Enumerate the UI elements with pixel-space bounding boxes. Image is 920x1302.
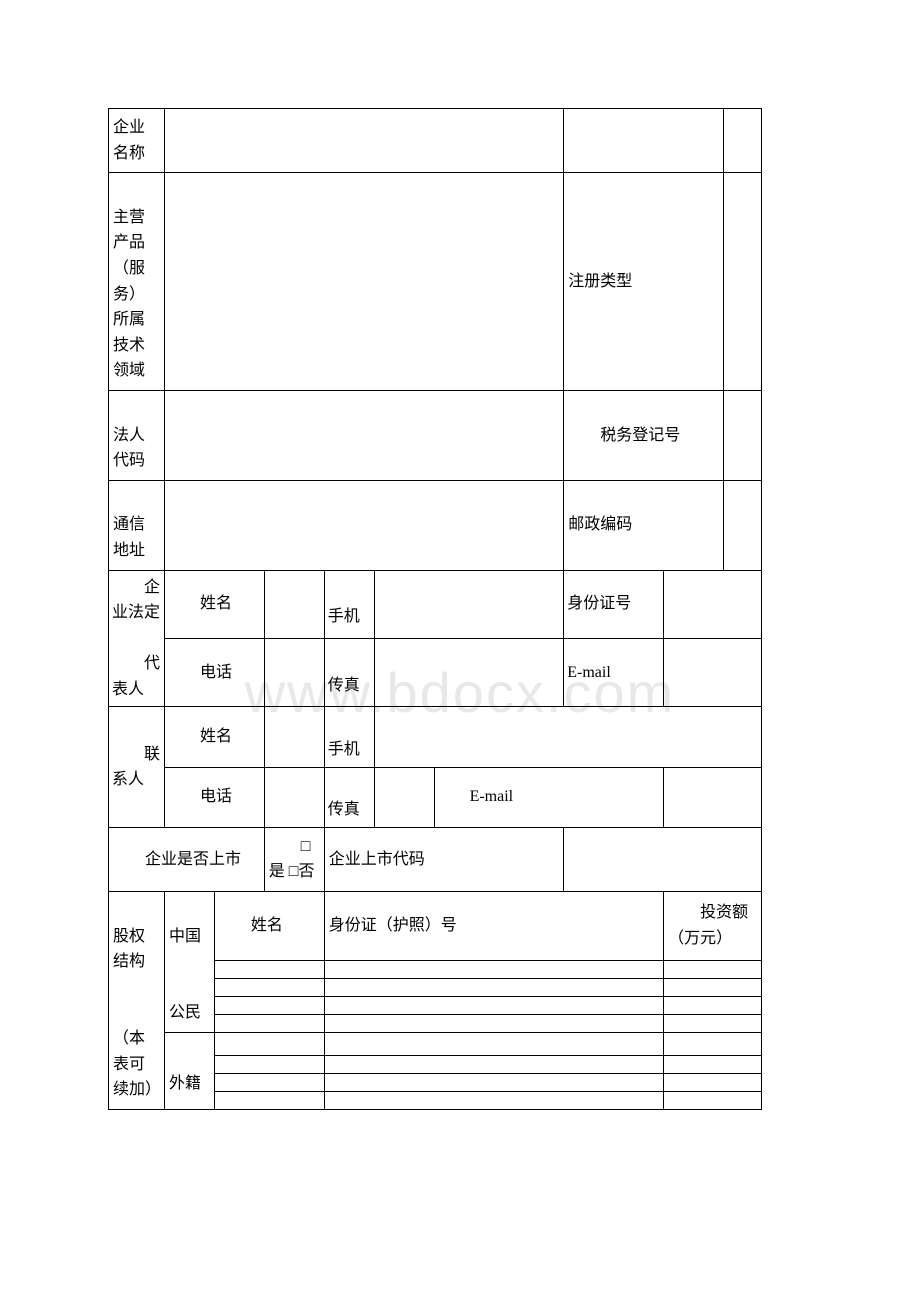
field-cn-invest-3[interactable]	[664, 997, 762, 1015]
blank-cell	[723, 109, 761, 173]
field-fr-invest-2[interactable]	[664, 1055, 762, 1073]
field-contact-mobile[interactable]	[374, 707, 761, 767]
label-foreign: 外籍	[164, 1033, 214, 1110]
blank-cell	[564, 109, 724, 173]
label-company-name: 企业名称	[109, 109, 165, 173]
enterprise-form-table: 企业名称 主营产品（服务）所属技术领域 注册类型 法人代码 税务登记号 通信地址…	[108, 108, 762, 1110]
label-equity-name: 姓名	[214, 892, 324, 961]
label-contact-email: E-mail	[434, 767, 664, 827]
field-legal-email[interactable]	[664, 638, 762, 706]
field-legal-mobile[interactable]	[374, 570, 564, 638]
field-contact-name[interactable]	[264, 707, 324, 767]
field-fr-id-1[interactable]	[324, 1033, 663, 1056]
field-fr-invest-4[interactable]	[664, 1091, 762, 1109]
field-cn-name-2[interactable]	[214, 979, 324, 997]
field-fr-invest-3[interactable]	[664, 1073, 762, 1091]
label-register-type: 注册类型	[564, 173, 724, 391]
field-register-type[interactable]	[723, 173, 761, 391]
label-legal-code: 法人代码	[109, 390, 165, 480]
label-postcode: 邮政编码	[564, 480, 724, 570]
field-listed-code[interactable]	[564, 827, 762, 891]
label-equity: 股权结构 （本表可续加）	[109, 892, 165, 1110]
field-fr-name-2[interactable]	[214, 1055, 324, 1073]
field-cn-invest-4[interactable]	[664, 1015, 762, 1033]
field-listed-yesno[interactable]: □是 □否	[264, 827, 324, 891]
label-contact-phone: 电话	[164, 767, 264, 827]
field-fr-name-1[interactable]	[214, 1033, 324, 1056]
field-fr-invest-1[interactable]	[664, 1033, 762, 1056]
field-fr-name-3[interactable]	[214, 1073, 324, 1091]
field-postcode[interactable]	[723, 480, 761, 570]
label-address: 通信地址	[109, 480, 165, 570]
label-contact-name: 姓名	[164, 707, 264, 767]
field-fr-id-4[interactable]	[324, 1091, 663, 1109]
field-fr-id-2[interactable]	[324, 1055, 663, 1073]
label-legal-rep: 企业法定 代表人	[109, 570, 165, 707]
field-cn-id-1[interactable]	[324, 961, 663, 979]
field-company-name[interactable]	[164, 109, 563, 173]
field-address[interactable]	[164, 480, 563, 570]
label-contact-mobile: 手机	[324, 707, 374, 767]
label-main-product: 主营产品（服务）所属技术领域	[109, 173, 165, 391]
field-cn-name-4[interactable]	[214, 1015, 324, 1033]
label-name: 姓名	[164, 570, 264, 638]
label-cn-citizen: 中国 公民	[164, 892, 214, 1033]
field-main-product[interactable]	[164, 173, 563, 391]
label-listed: 企业是否上市	[109, 827, 265, 891]
label-phone: 电话	[164, 638, 264, 706]
label-fax: 传真	[324, 638, 374, 706]
label-email: E-mail	[564, 638, 664, 706]
field-contact-email[interactable]	[664, 767, 762, 827]
label-id-no: 身份证号	[564, 570, 664, 638]
label-contact-fax: 传真	[324, 767, 374, 827]
field-legal-phone[interactable]	[264, 638, 324, 706]
field-fr-name-4[interactable]	[214, 1091, 324, 1109]
field-cn-id-4[interactable]	[324, 1015, 663, 1033]
field-cn-name-3[interactable]	[214, 997, 324, 1015]
label-mobile: 手机	[324, 570, 374, 638]
field-legal-id[interactable]	[664, 570, 762, 638]
field-cn-invest-2[interactable]	[664, 979, 762, 997]
label-listed-code: 企业上市代码	[324, 827, 564, 891]
field-cn-invest-1[interactable]	[664, 961, 762, 979]
field-legal-fax[interactable]	[374, 638, 564, 706]
field-cn-id-3[interactable]	[324, 997, 663, 1015]
label-id-passport: 身份证（护照）号	[324, 892, 663, 961]
label-contact: 联系人	[109, 707, 165, 827]
label-invest: 投资额 （万元）	[664, 892, 762, 961]
field-cn-name-1[interactable]	[214, 961, 324, 979]
field-legal-code[interactable]	[164, 390, 563, 480]
field-tax-no[interactable]	[723, 390, 761, 480]
field-fr-id-3[interactable]	[324, 1073, 663, 1091]
field-contact-phone[interactable]	[264, 767, 324, 827]
field-cn-id-2[interactable]	[324, 979, 663, 997]
field-contact-fax[interactable]	[374, 767, 434, 827]
field-legal-name[interactable]	[264, 570, 324, 638]
label-tax-no: 税务登记号	[564, 390, 724, 480]
